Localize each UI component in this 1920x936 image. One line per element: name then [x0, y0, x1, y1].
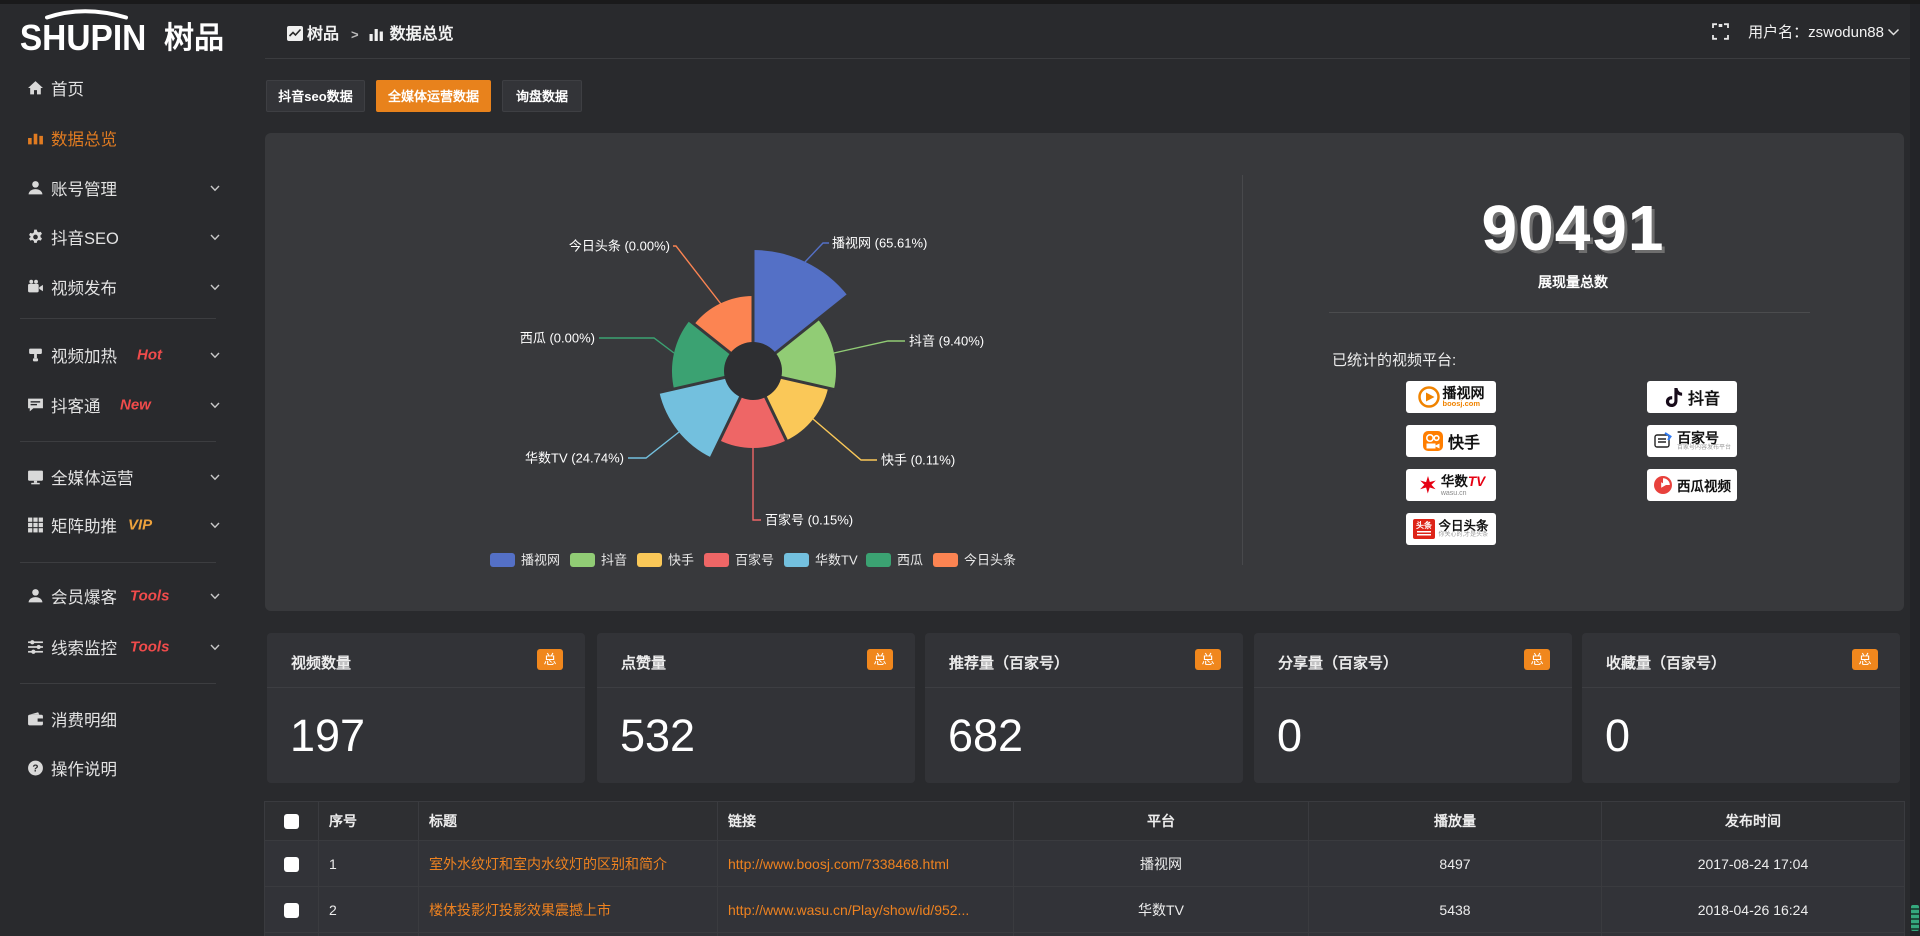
svg-text:华数TV (24.74%): 华数TV (24.74%)	[525, 451, 624, 466]
svg-text:抖音: 抖音	[601, 553, 627, 568]
svg-text:?: ?	[32, 764, 38, 775]
svg-text:西瓜: 西瓜	[897, 553, 923, 568]
svg-text:百家号 (0.15%): 百家号 (0.15%)	[765, 513, 853, 528]
svg-text:播视网: 播视网	[521, 553, 560, 568]
svg-text:播视网 (65.61%): 播视网 (65.61%)	[832, 236, 927, 251]
svg-text:抖音 (9.40%): 抖音 (9.40%)	[909, 334, 984, 349]
svg-text:百家号: 百家号	[735, 553, 774, 568]
svg-text:SHUPIN: SHUPIN	[20, 19, 146, 54]
svg-text:今日头条 (0.00%): 今日头条 (0.00%)	[569, 239, 670, 254]
svg-text:快手: 快手	[668, 553, 694, 568]
svg-text:西瓜 (0.00%): 西瓜 (0.00%)	[520, 331, 595, 346]
svg-text:快手 (0.11%): 快手 (0.11%)	[881, 453, 955, 468]
svg-text:今日头条: 今日头条	[964, 553, 1016, 568]
svg-text:头条: 头条	[1416, 520, 1433, 530]
svg-text:华数TV: 华数TV	[815, 553, 858, 568]
svg-text:树品: 树品	[164, 22, 224, 54]
